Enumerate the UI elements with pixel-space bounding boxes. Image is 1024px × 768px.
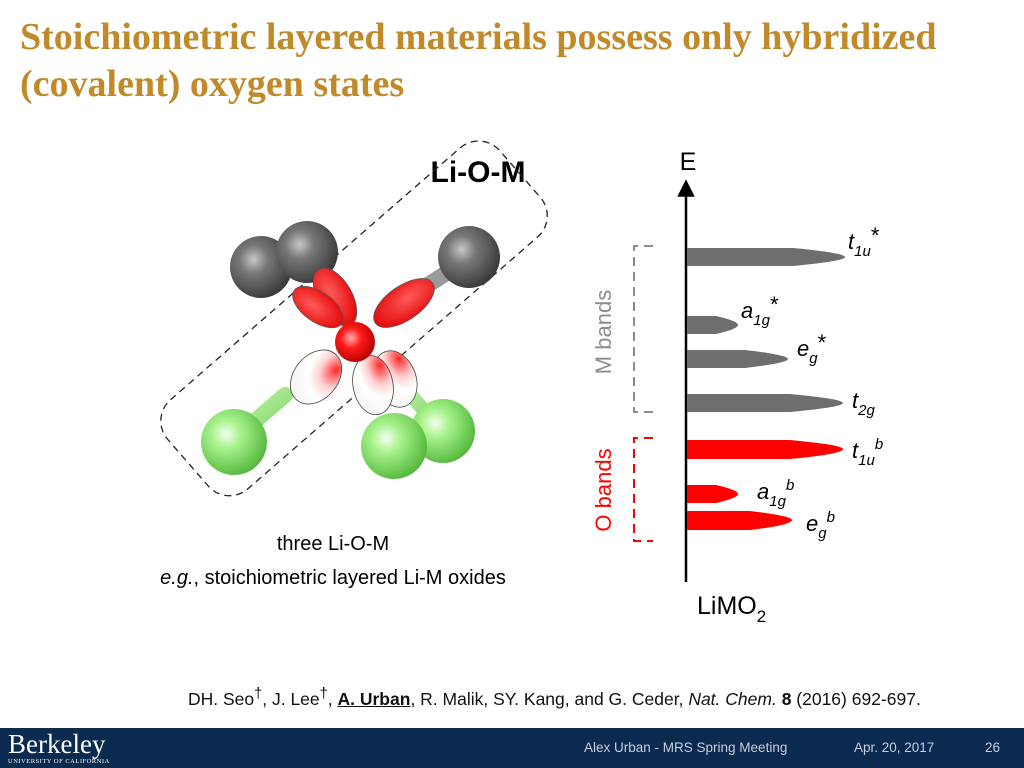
structure-caption-line2: e.g., stoichiometric layered Li-M oxides <box>160 567 506 589</box>
label-eg-b: egb <box>806 509 835 542</box>
orbital-lobe <box>289 349 343 405</box>
energy-level-diagram: E t1u* a1g* eg* t2g t1ub a1gb egb M band… <box>591 148 883 626</box>
o-bands-bracket <box>633 437 653 542</box>
label-t1u-b: t1ub <box>852 436 883 469</box>
band-t2g <box>687 394 843 412</box>
band-eg-b <box>687 511 792 530</box>
m-bands-bracket <box>633 245 653 413</box>
caption-eg: e.g. <box>160 567 193 589</box>
berkeley-logo: Berkeley UNIVERSITY OF CALIFORNIA <box>8 729 110 765</box>
band-t1u-star <box>687 248 845 266</box>
citation: DH. Seo†, J. Lee†, A. Urban, R. Malik, S… <box>188 686 921 709</box>
slide-title: Stoichiometric layered materials possess… <box>20 16 937 105</box>
m-atom <box>276 221 338 283</box>
label-t1u-star: t1u* <box>848 223 880 260</box>
label-a1g-b: a1gb <box>757 477 794 510</box>
m-bands-label: M bands <box>591 290 616 374</box>
li-atom <box>201 409 267 475</box>
energy-axis-label: E <box>680 148 697 176</box>
li-atom <box>411 399 475 463</box>
o-atom <box>335 322 375 362</box>
highlighted-author: A. Urban <box>337 688 411 709</box>
structure-heading: Li-O-M <box>431 156 526 189</box>
compound-label: LiMO2 <box>697 592 766 626</box>
slide-diagram: Li-O-M three Li-O-M e.g., stoichiometric… <box>160 140 883 626</box>
label-a1g-star: a1g* <box>741 292 779 329</box>
band-eg-star <box>687 350 788 368</box>
o-bands-label: O bands <box>591 448 616 531</box>
band-a1g-star <box>687 316 738 334</box>
band-t1u-b <box>687 440 843 459</box>
band-a1g-b <box>687 485 738 503</box>
page-number: 26 <box>985 740 1001 755</box>
li-atom <box>361 413 427 479</box>
footer-bar: Berkeley UNIVERSITY OF CALIFORNIA Alex U… <box>0 728 1024 768</box>
caption-rest: , stoichiometric layered Li-M oxides <box>194 567 506 589</box>
label-t2g: t2g <box>852 388 875 419</box>
orbital-lobe <box>373 278 435 328</box>
footer-presenter: Alex Urban - MRS Spring Meeting <box>584 740 788 755</box>
li-o-m-structure: Li-O-M three Li-O-M e.g., stoichiometric… <box>160 140 548 589</box>
label-eg-star: eg* <box>797 330 827 367</box>
orbital-lobe <box>292 285 344 329</box>
structure-caption-line1: three Li-O-M <box>277 533 389 555</box>
m-atom <box>438 226 500 288</box>
footer-date: Apr. 20, 2017 <box>854 740 935 755</box>
